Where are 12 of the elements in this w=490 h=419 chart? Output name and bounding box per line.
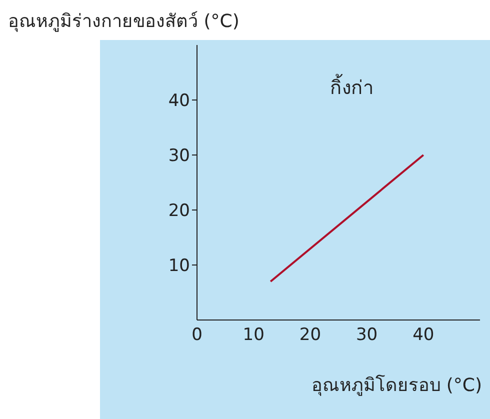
y-tick-label: 40: [168, 91, 190, 112]
x-tick-label: 30: [356, 325, 378, 346]
x-tick-label: 10: [242, 325, 264, 346]
y-tick-label: 10: [168, 256, 190, 276]
y-axis-title: อุณหภูมิร่างกายของสัตว์ (°C): [8, 10, 240, 34]
y-tick-label: 20: [168, 201, 190, 222]
x-tick-label: 0: [192, 325, 202, 346]
x-axis-title: อุณหภูมิโดยรอบ (°C): [312, 374, 482, 398]
text: กิ้งก่า: [330, 72, 374, 101]
x-tick-label: 40: [412, 325, 434, 346]
y-tick-label: 30: [168, 146, 190, 166]
x-tick-label: 20: [299, 325, 322, 346]
